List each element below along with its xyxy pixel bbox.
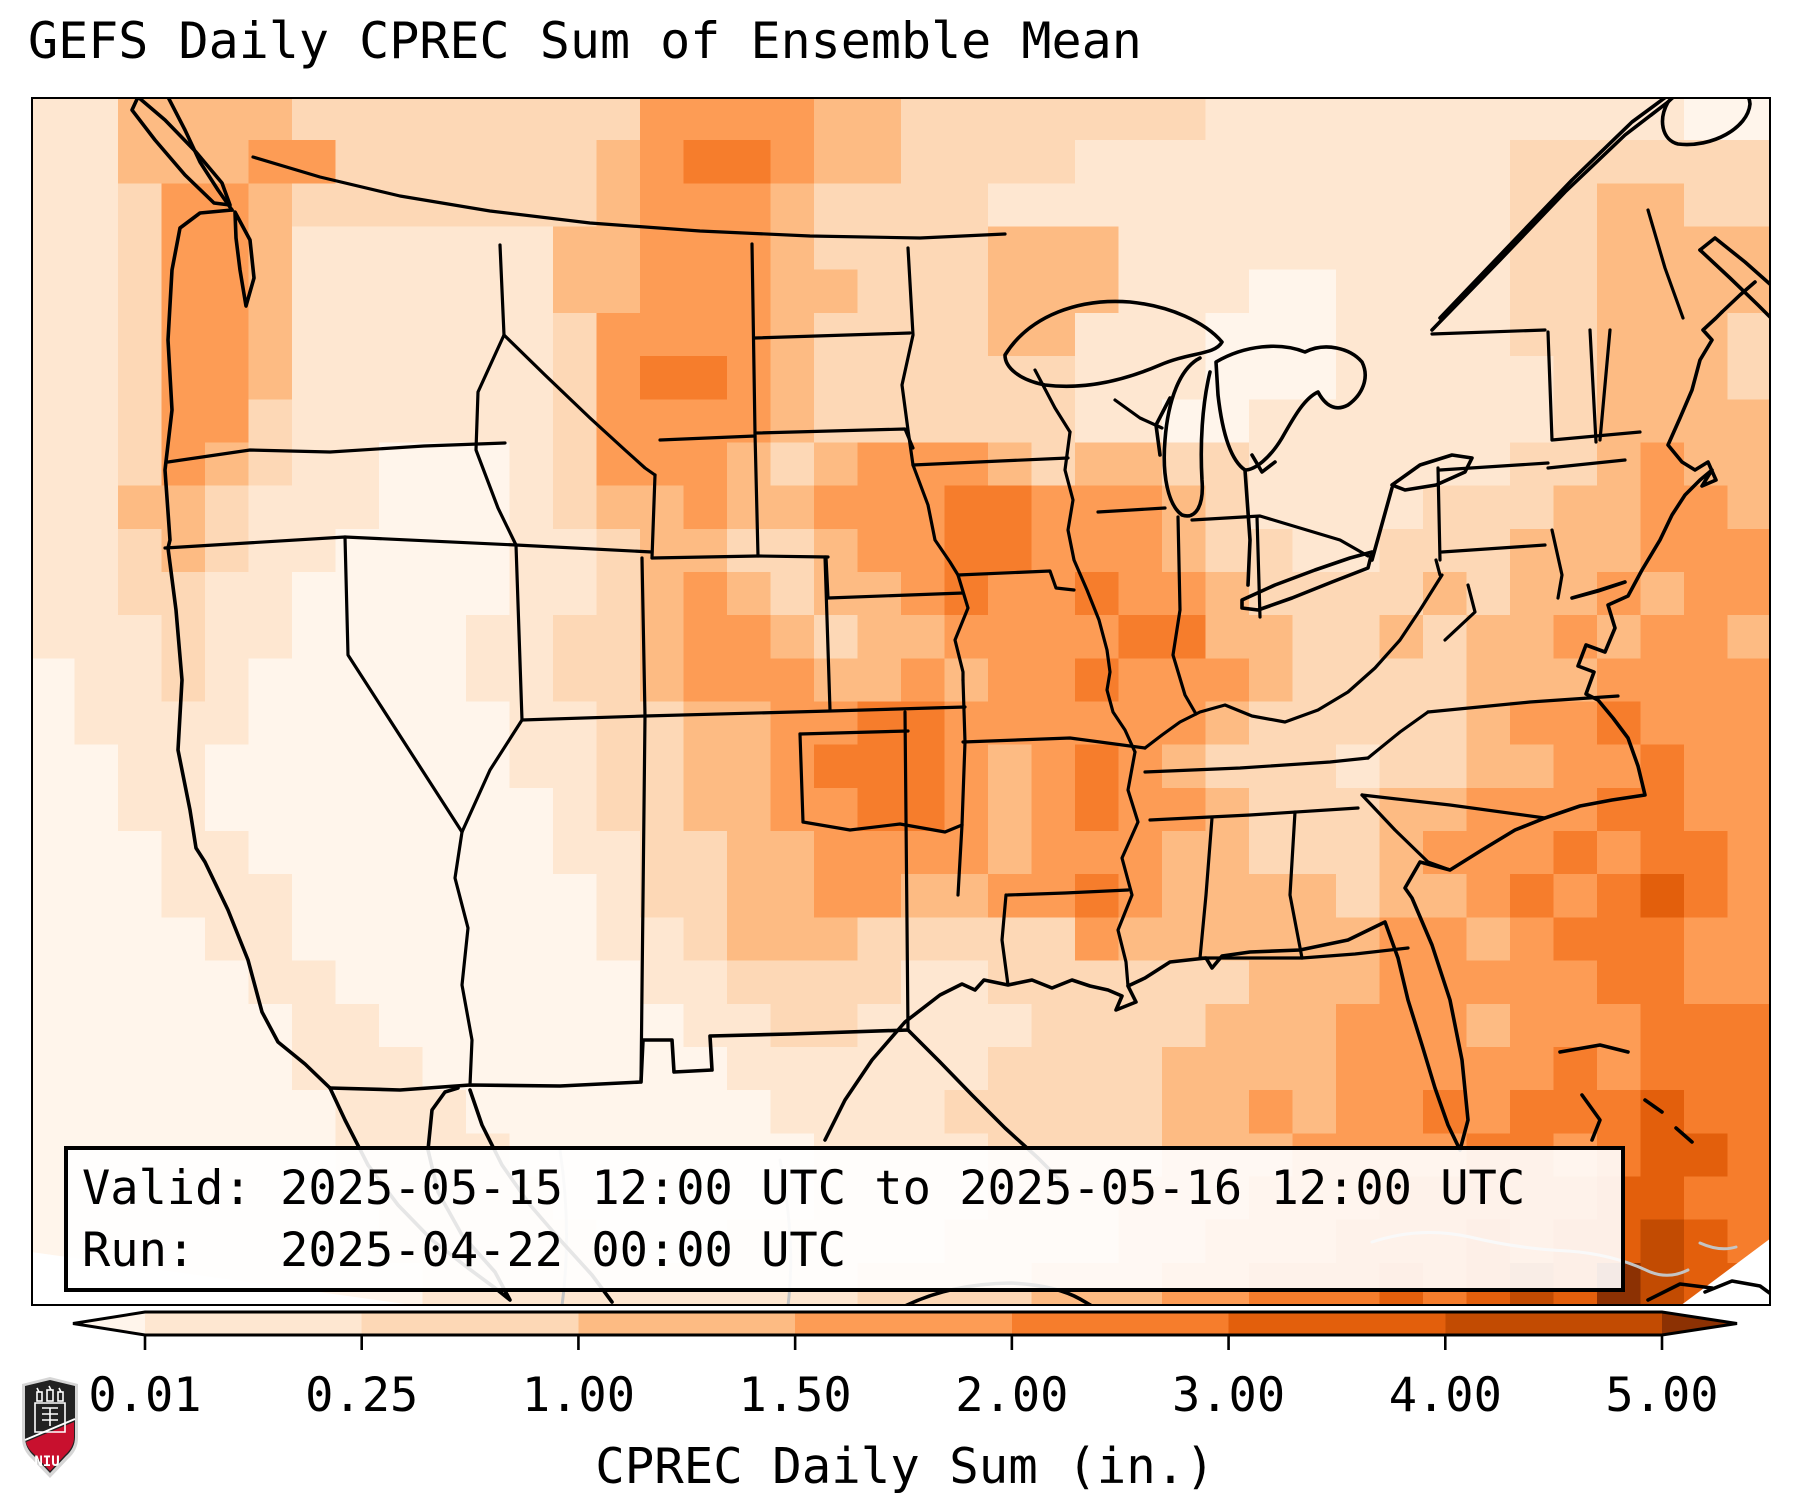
colorbar-tick-label: 4.00 <box>1389 1368 1502 1423</box>
colorbar-under-arrow <box>73 1312 145 1335</box>
colorbar-tick-labels: 0.01 0.25 1.00 1.50 2.00 3.00 4.00 5.00 <box>88 1368 1718 1423</box>
colorbar-tick-label: 5.00 <box>1605 1368 1718 1423</box>
colorbar-tick-label: 2.00 <box>955 1368 1068 1423</box>
logo-diagonal-stripe <box>24 1418 76 1441</box>
logo-niu-text: NIU <box>34 1454 59 1470</box>
colorbar-segments <box>145 1312 1663 1335</box>
colorbar-tick-label: 1.00 <box>522 1368 635 1423</box>
colorbar-tick-label: 0.25 <box>305 1368 418 1423</box>
colorbar-ticks <box>143 1335 1664 1350</box>
niu-logo: NIU <box>22 1377 78 1478</box>
logo-castle-icon <box>34 1385 66 1433</box>
colorbar-tick-label: 1.50 <box>739 1368 852 1423</box>
valid-time-text: Valid: 2025-05-15 12:00 UTC to 2025-05-1… <box>82 1161 1526 1216</box>
state-borders <box>163 155 1685 1087</box>
domain-edge-wedge-right <box>1680 1238 1771 1306</box>
precipitation-grid <box>31 97 1771 1306</box>
colorbar: 0.01 0.25 1.00 1.50 2.00 3.00 4.00 5.00 CPREC D… <box>72 1310 1738 1495</box>
colorbar-tick-label: 3.00 <box>1172 1368 1285 1423</box>
colorbar-tick-label: 0.01 <box>88 1368 201 1423</box>
run-time-text: Run: 2025-04-22 00:00 UTC <box>82 1223 847 1278</box>
figure-title: GEFS Daily CPREC Sum of Ensemble Mean <box>28 12 1142 70</box>
coastlines <box>130 97 1771 1306</box>
colorbar-over-arrow <box>1662 1312 1737 1335</box>
colorbar-axis-label: CPREC Daily Sum (in.) <box>595 1438 1215 1495</box>
logo-red-band <box>26 1422 74 1471</box>
info-box: Valid: 2025-05-15 12:00 UTC to 2025-05-1… <box>64 1146 1625 1292</box>
